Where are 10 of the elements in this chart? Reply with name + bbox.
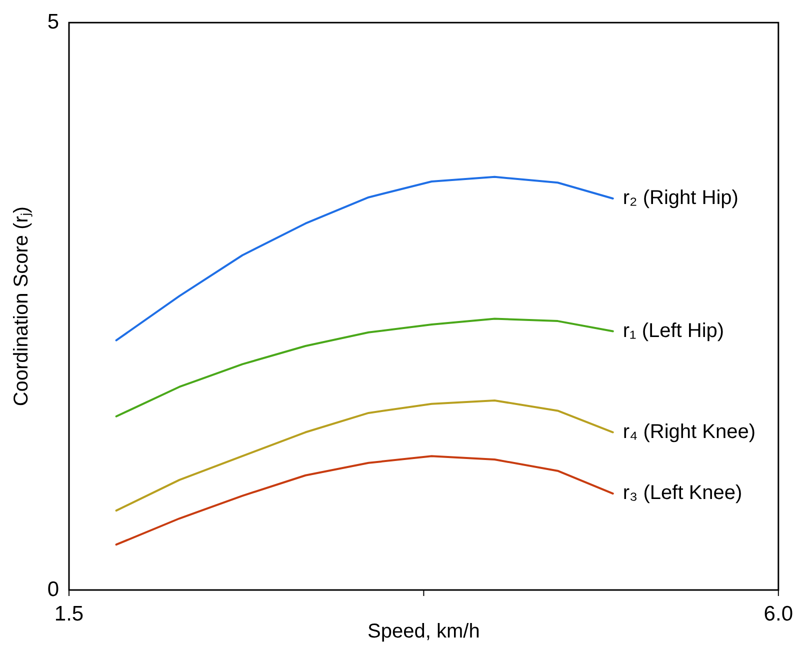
x-tick-label: 6.0 <box>764 602 794 626</box>
x-axis-title: Speed, km/h <box>368 620 480 643</box>
y-tick-label: 0 <box>47 578 59 601</box>
series-label: r₁ (Left Hip) <box>622 320 724 342</box>
y-axis-title: Coordination Score (rⱼ) <box>10 206 33 406</box>
series-label: r₄ (Right Knee) <box>622 420 756 443</box>
y-tick-label: 5 <box>47 10 59 34</box>
series-label: r₂ (Right Hip) <box>622 187 738 210</box>
x-tick-label: 1.5 <box>54 602 84 626</box>
series-label: r₃ (Left Knee) <box>622 482 742 504</box>
